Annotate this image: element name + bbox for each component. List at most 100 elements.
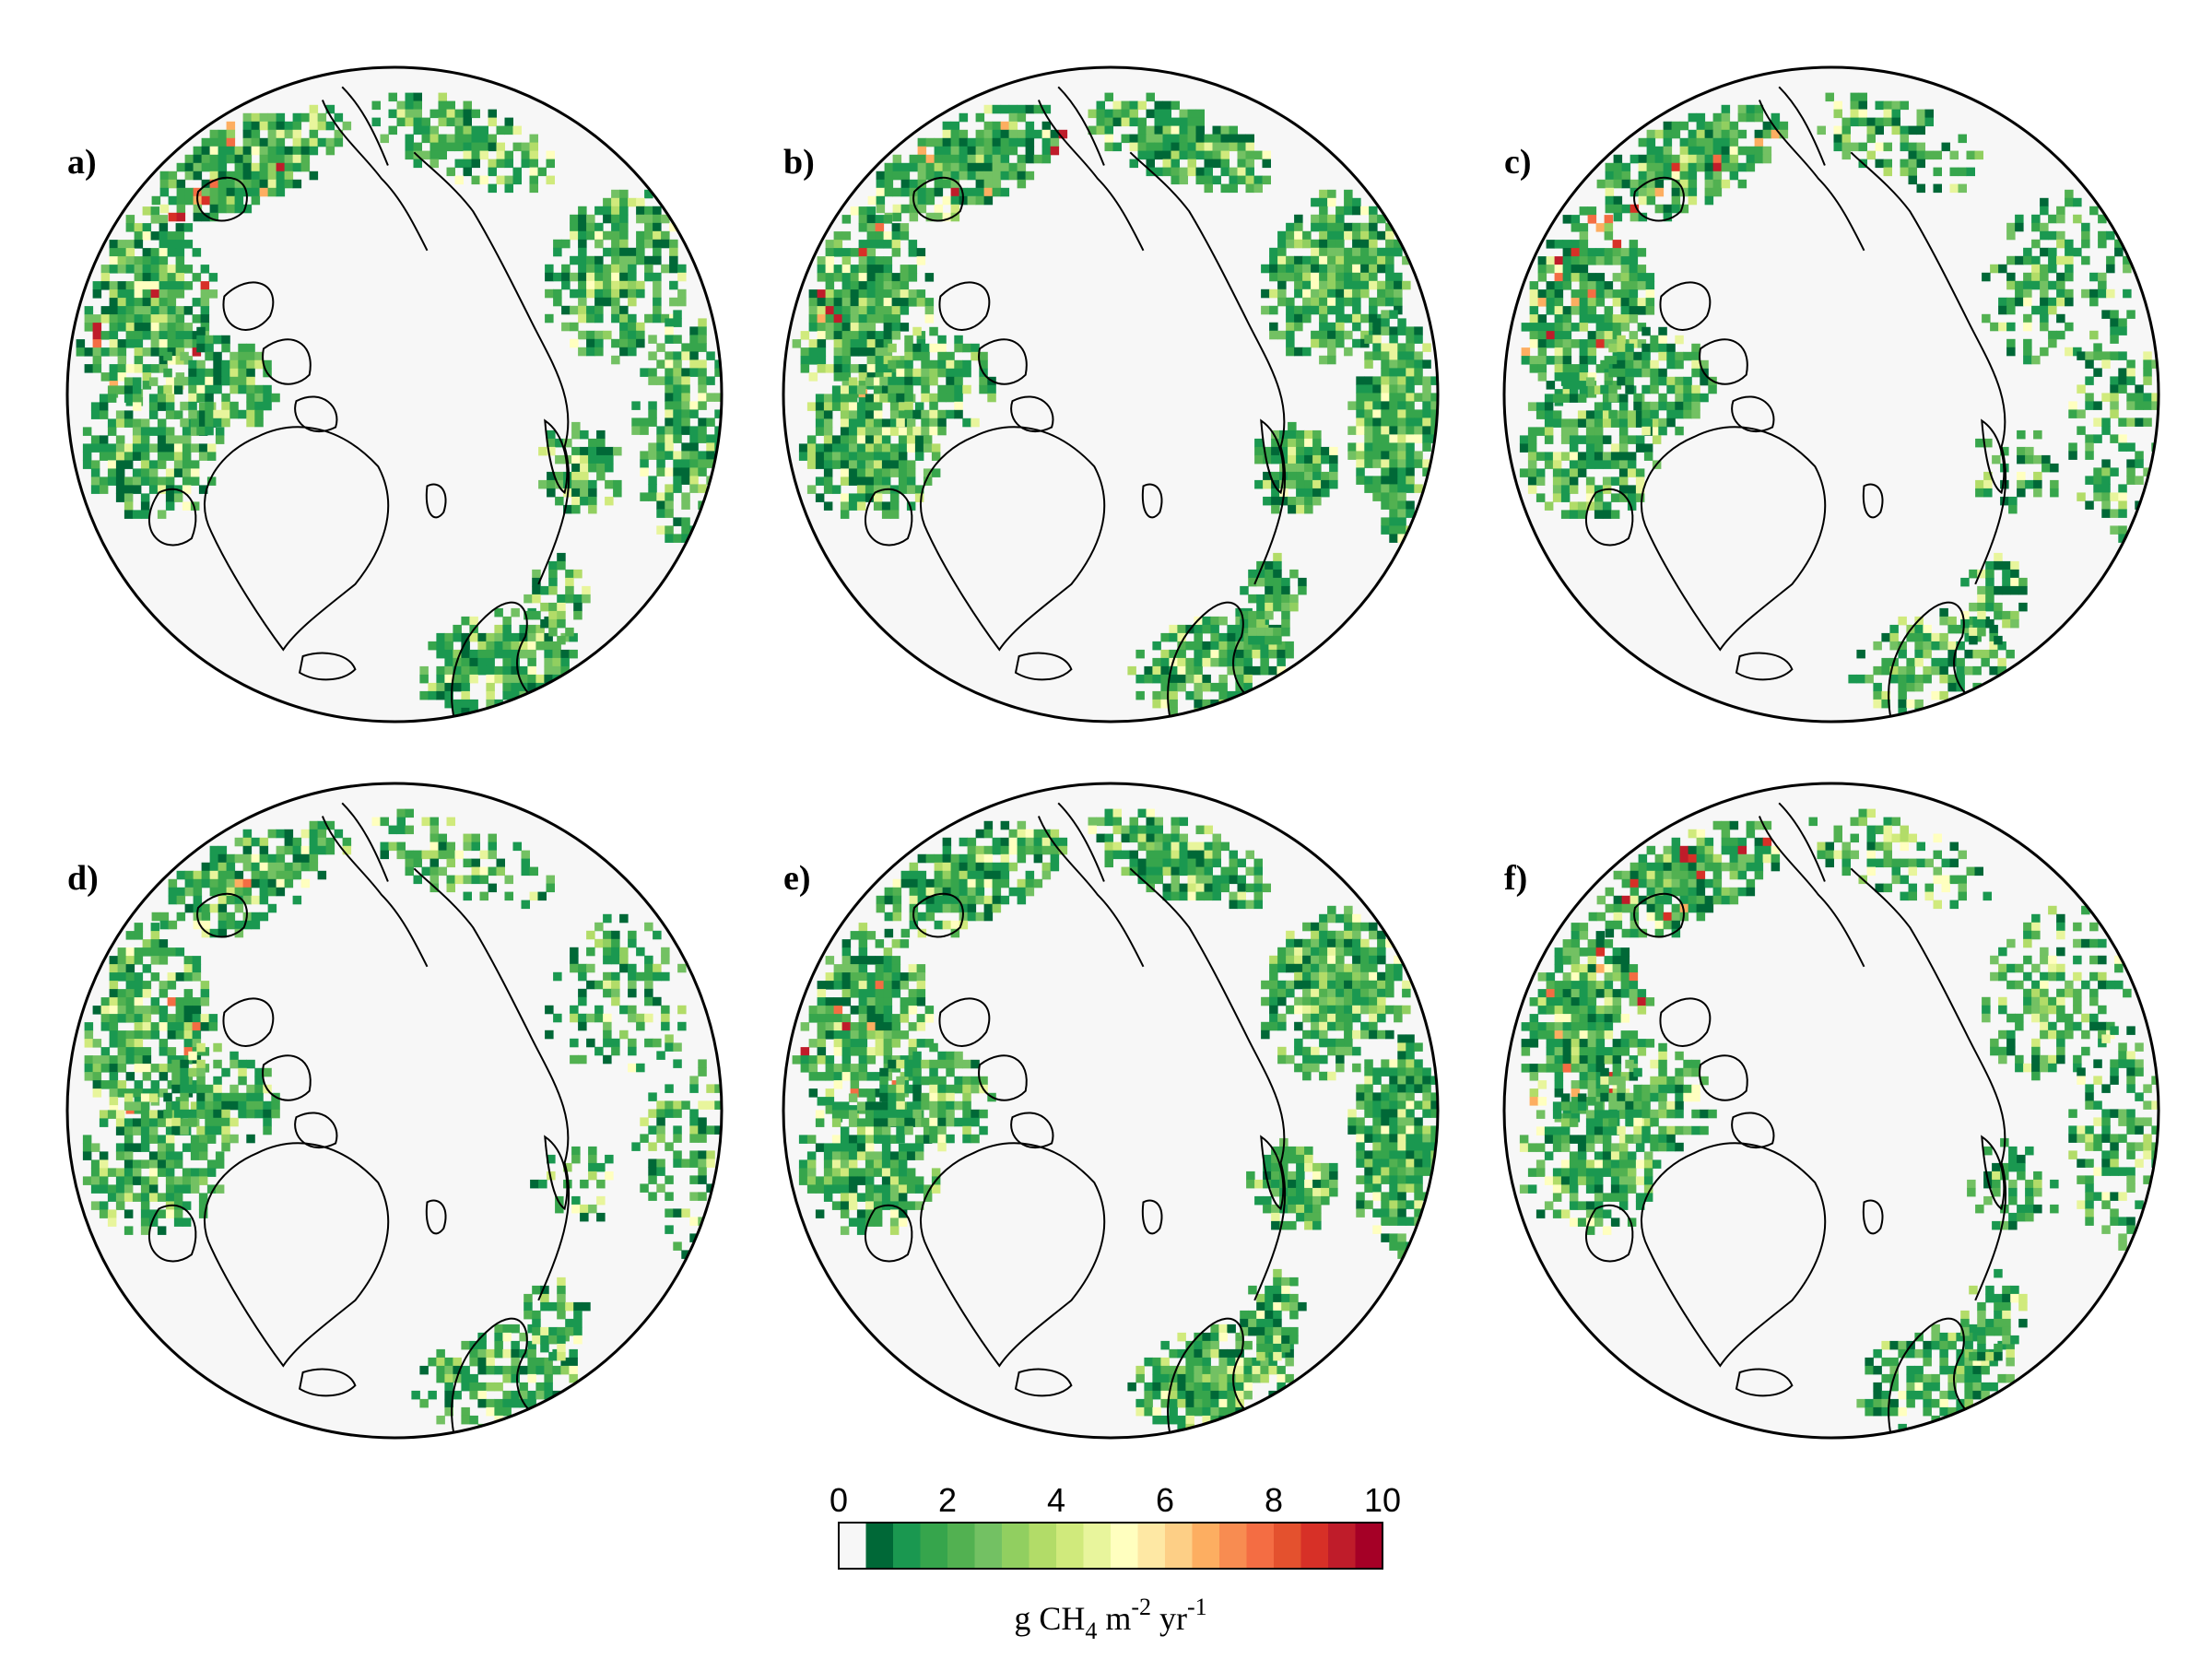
flux-cell xyxy=(1177,641,1186,651)
flux-cell xyxy=(1327,272,1336,282)
flux-cell xyxy=(413,100,422,111)
flux-cell xyxy=(912,326,922,336)
flux-cell xyxy=(446,858,455,868)
flux-cell xyxy=(2114,247,2124,257)
flux-cell xyxy=(875,314,885,324)
flux-cell xyxy=(1296,496,1305,506)
flux-cell xyxy=(140,1126,150,1135)
flux-cell xyxy=(896,384,905,394)
flux-cell xyxy=(1352,264,1361,274)
flux-cell xyxy=(917,146,927,156)
flux-cell xyxy=(889,443,900,453)
flux-cell xyxy=(292,179,302,189)
flux-cell xyxy=(987,393,996,403)
flux-cell xyxy=(557,1293,566,1303)
flux-cell xyxy=(1414,418,1423,427)
flux-cell xyxy=(1552,477,1562,486)
flux-cell xyxy=(1344,272,1353,282)
coastline xyxy=(321,816,429,968)
flux-cell xyxy=(471,150,480,160)
flux-cell xyxy=(1414,376,1423,385)
flux-cell xyxy=(173,1176,183,1185)
flux-cell xyxy=(419,665,429,676)
flux-cell xyxy=(665,318,674,327)
flux-cell xyxy=(446,841,455,852)
flux-cell xyxy=(183,331,194,340)
flux-cell xyxy=(689,476,699,485)
flux-cell xyxy=(1604,314,1614,324)
flux-cell xyxy=(140,477,150,486)
flux-cell xyxy=(1179,117,1188,127)
flux-cell xyxy=(168,171,178,181)
flux-cell xyxy=(557,1326,566,1336)
flux-cell xyxy=(1663,162,1673,172)
flux-cell xyxy=(946,376,955,386)
flux-cell xyxy=(1294,322,1303,332)
flux-cell xyxy=(983,829,994,839)
flux-cell xyxy=(1104,142,1113,152)
flux-cell xyxy=(1261,288,1270,299)
flux-cell xyxy=(546,159,555,169)
flux-cell xyxy=(1195,117,1205,127)
flux-cell xyxy=(1604,306,1614,315)
flux-cell xyxy=(309,146,319,156)
flux-cell xyxy=(1152,657,1161,667)
flux-cell xyxy=(681,451,690,460)
flux-cell xyxy=(848,468,858,477)
flux-cell xyxy=(673,409,682,418)
flux-cell xyxy=(486,641,495,651)
flux-cell xyxy=(959,837,969,847)
flux-cell xyxy=(209,154,219,164)
flux-cell xyxy=(611,264,620,274)
flux-cell xyxy=(619,272,629,282)
flux-cell xyxy=(1579,289,1589,299)
flux-cell xyxy=(1544,452,1554,461)
flux-cell xyxy=(1017,171,1027,181)
flux-cell xyxy=(229,359,239,370)
flux-cell xyxy=(1364,409,1373,418)
flux-cell xyxy=(950,870,960,880)
flux-cell xyxy=(1000,187,1010,197)
flux-cell xyxy=(254,393,264,403)
flux-cell xyxy=(1008,837,1018,847)
flux-cell xyxy=(1335,247,1345,257)
flux-cell xyxy=(167,339,177,348)
flux-cell xyxy=(1344,206,1353,216)
flux-cell xyxy=(488,866,497,877)
flux-cell xyxy=(1924,117,1934,127)
flux-cell xyxy=(992,171,1002,181)
flux-cell xyxy=(1527,452,1537,461)
flux-cell xyxy=(292,162,302,172)
flux-cell xyxy=(2006,347,2016,357)
flux-cell xyxy=(1635,493,1645,502)
flux-cell xyxy=(937,426,947,436)
flux-cell xyxy=(983,820,994,830)
flux-cell xyxy=(454,175,464,185)
flux-cell xyxy=(2000,479,2009,489)
flux-cell xyxy=(150,1022,160,1031)
flux-cell xyxy=(959,171,969,181)
coastline xyxy=(1758,100,1865,252)
flux-cell xyxy=(254,351,264,361)
flux-cell xyxy=(1385,230,1394,241)
flux-cell xyxy=(1594,443,1604,453)
flux-cell xyxy=(494,624,503,634)
flux-cell xyxy=(411,1390,420,1400)
flux-cell xyxy=(124,1101,134,1111)
flux-cell xyxy=(238,351,247,361)
flux-cell xyxy=(461,690,470,700)
flux-cell xyxy=(1289,569,1299,579)
flux-cell xyxy=(917,853,927,864)
flux-cell xyxy=(488,841,497,852)
flux-cell xyxy=(1154,117,1163,127)
flux-cell xyxy=(1982,272,1991,282)
flux-cell xyxy=(1883,109,1892,119)
flux-cell xyxy=(175,223,185,232)
flux-cell xyxy=(2015,288,2024,299)
flux-cell xyxy=(1754,146,1764,156)
flux-cell xyxy=(413,125,422,135)
flux-cell xyxy=(221,359,230,370)
flux-cell xyxy=(714,1084,722,1093)
flux-cell xyxy=(205,393,214,403)
flux-cell xyxy=(325,104,335,114)
